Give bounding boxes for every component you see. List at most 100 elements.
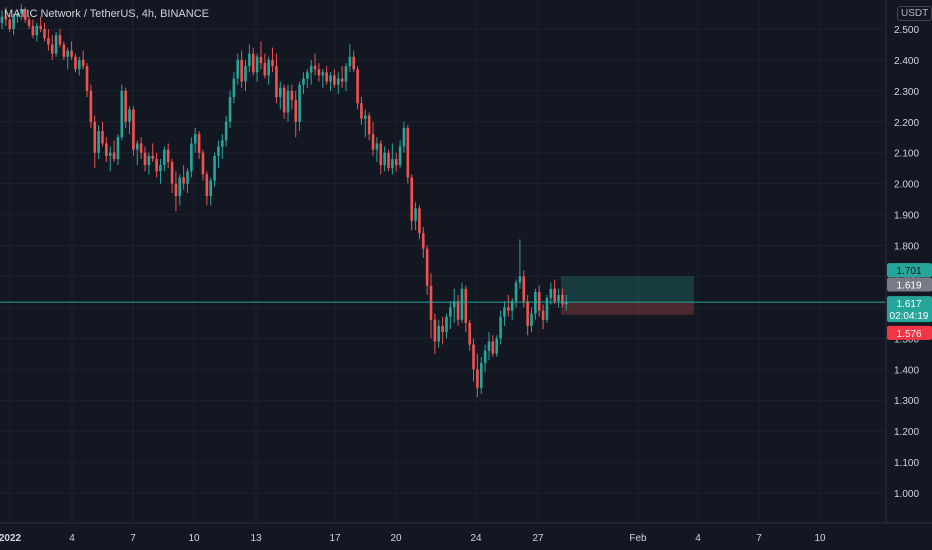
candle-body: [452, 301, 456, 308]
candle-body: [81, 59, 85, 67]
candle: [302, 72, 305, 94]
candle: [278, 81, 282, 110]
grid-lines: [0, 0, 886, 523]
x-tick-label: 27: [532, 533, 544, 544]
candle-body: [518, 276, 522, 283]
long-position-tool[interactable]: [561, 276, 694, 315]
candle: [479, 356, 483, 395]
candle-body: [336, 78, 340, 85]
candle-body: [468, 322, 471, 345]
candle: [12, 13, 15, 36]
candle-body: [23, 10, 27, 20]
candle-body: [317, 69, 321, 76]
currency-button[interactable]: USDT: [897, 6, 932, 21]
candle-body: [85, 66, 89, 91]
candle-body: [263, 63, 267, 76]
candle-body: [155, 158, 158, 172]
candle-body: [526, 301, 529, 326]
candle-body: [132, 109, 135, 150]
candle: [251, 47, 255, 76]
candle: [557, 288, 560, 308]
candle: [418, 205, 421, 240]
candle-body: [4, 16, 8, 20]
x-tick-label: 10: [188, 533, 200, 544]
candle: [50, 35, 54, 60]
candle-body: [425, 248, 429, 286]
candle: [190, 137, 193, 178]
candle: [58, 29, 62, 48]
x-tick-label: 2022: [0, 533, 22, 544]
candle-body: [549, 288, 553, 299]
candle-body: [89, 90, 93, 122]
candle: [35, 22, 39, 42]
candle: [240, 50, 243, 88]
bar-countdown-label: 02:04:19: [890, 311, 929, 322]
candle: [356, 66, 359, 110]
candle-body: [290, 90, 294, 101]
candle-body: [124, 90, 127, 122]
candle-body: [139, 143, 143, 153]
candle-body: [499, 316, 502, 339]
candle-body: [74, 56, 77, 70]
stop-loss-zone[interactable]: [561, 301, 694, 315]
candle: [54, 32, 58, 57]
candle-body: [166, 149, 170, 163]
candle: [402, 121, 406, 153]
candle: [383, 146, 386, 172]
x-tick-label: 7: [756, 533, 762, 544]
x-tick-label: Feb: [629, 533, 647, 544]
candle: [93, 115, 97, 169]
candle: [398, 140, 402, 169]
candle: [16, 10, 19, 23]
candle: [553, 279, 556, 305]
candle: [228, 90, 232, 128]
time-axis[interactable]: 2022 4 7 10 13 17 20 24 27 Feb 4 7 10: [0, 533, 826, 544]
candle: [421, 226, 425, 258]
price-axis[interactable]: 2.500 2.400 2.300 2.200 2.100 2.000 1.900 1.800…: [894, 25, 919, 500]
candle-body: [93, 121, 97, 153]
candle-body: [35, 25, 39, 36]
candle-body: [190, 143, 193, 172]
x-tick-label: 4: [695, 533, 701, 544]
candle: [329, 72, 332, 91]
candle-body: [282, 87, 286, 113]
candle: [174, 171, 178, 212]
candle: [487, 332, 491, 360]
candle-body: [437, 325, 441, 342]
candle-body: [483, 350, 487, 364]
candle-body: [178, 177, 182, 197]
candle: [336, 72, 340, 94]
candle: [464, 285, 468, 333]
candle-body: [309, 66, 313, 73]
candle: [124, 87, 127, 128]
candle-body: [371, 134, 375, 150]
candle-body: [70, 50, 73, 57]
candle: [8, 13, 12, 33]
candle: [70, 41, 73, 60]
candle-body: [433, 319, 437, 342]
candle-body: [507, 307, 510, 311]
candle-body: [298, 84, 301, 122]
symbol-title[interactable]: MATIC Network / TetherUS, 4h, BINANCE: [4, 8, 209, 20]
candle-body: [545, 298, 549, 320]
candle: [371, 121, 375, 156]
candle-body: [120, 90, 124, 138]
candle-body: [503, 307, 506, 317]
candle: [271, 47, 274, 73]
candle: [437, 319, 441, 348]
candle: [460, 282, 464, 323]
y-tick-label: 2.000: [894, 180, 919, 191]
x-tick-label: 10: [814, 533, 826, 544]
candle: [128, 106, 131, 135]
candle: [101, 121, 104, 147]
candle-body: [58, 35, 62, 45]
candle-body: [294, 100, 298, 122]
take-profit-zone[interactable]: [561, 276, 694, 302]
candle-body: [464, 288, 468, 323]
candle-body: [564, 302, 568, 305]
candle: [139, 137, 143, 159]
candle: [132, 106, 135, 156]
y-tick-label: 1.400: [894, 365, 919, 376]
candle: [105, 137, 108, 163]
